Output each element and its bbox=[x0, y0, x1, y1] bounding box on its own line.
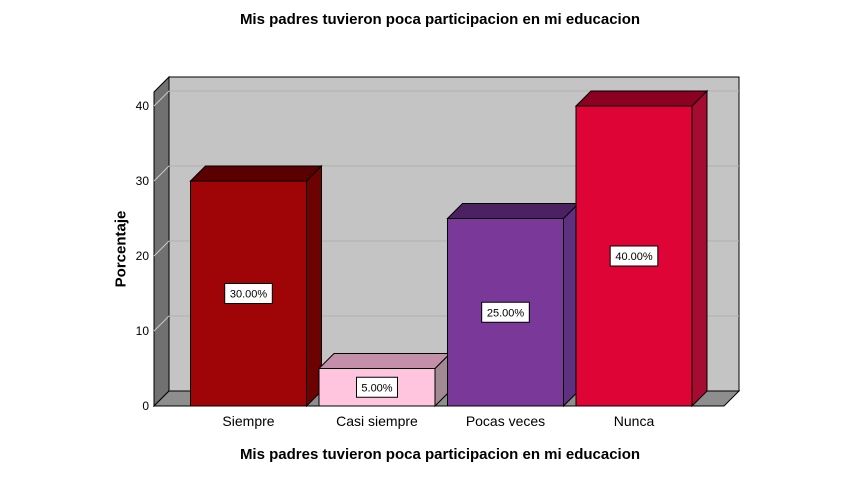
value-label-nunca: 40.00% bbox=[615, 251, 653, 263]
y-tick-label-0: 0 bbox=[142, 399, 149, 413]
y-tick-label-40: 40 bbox=[136, 99, 150, 113]
y-axis-title: Porcentaje bbox=[112, 210, 130, 288]
y-tick-label-20: 20 bbox=[136, 249, 150, 263]
value-label-casi-siempre: 5.00% bbox=[361, 382, 392, 394]
chart-title: Mis padres tuvieron poca participacion e… bbox=[239, 11, 641, 28]
value-label-siempre: 30.00% bbox=[230, 289, 268, 301]
gridline-leftwall-40 bbox=[153, 90, 170, 107]
bar-top-nunca bbox=[574, 90, 709, 107]
x-tick-label-pocas-veces: Pocas veces bbox=[466, 413, 545, 429]
bar-top-casi-siempre bbox=[317, 353, 452, 369]
y-tick-label-10: 10 bbox=[136, 324, 150, 338]
value-label-box-siempre bbox=[224, 283, 273, 304]
value-label-box-casi-siempre bbox=[356, 376, 398, 398]
bar-side-nunca bbox=[691, 89, 708, 408]
bar-top-pocas-veces bbox=[446, 203, 580, 219]
x-axis-title: Mis padres tuvieron poca participacion e… bbox=[239, 446, 641, 463]
left-wall bbox=[153, 75, 170, 408]
value-label-box-pocas-veces bbox=[481, 301, 530, 323]
x-tick-label-nunca: Nunca bbox=[614, 413, 655, 429]
bar-top-siempre bbox=[189, 165, 323, 182]
gridline-leftwall-10 bbox=[153, 315, 170, 332]
x-tick-label-siempre: Siempre bbox=[222, 413, 274, 429]
gridline-leftwall-20 bbox=[153, 240, 170, 257]
x-tick-label-casi-siempre: Casi siempre bbox=[336, 413, 418, 429]
value-label-pocas-veces: 25.00% bbox=[487, 307, 525, 319]
value-label-box-nunca bbox=[609, 245, 659, 267]
gridline-leftwall-30 bbox=[153, 165, 170, 182]
y-tick-label-30: 30 bbox=[136, 174, 150, 188]
